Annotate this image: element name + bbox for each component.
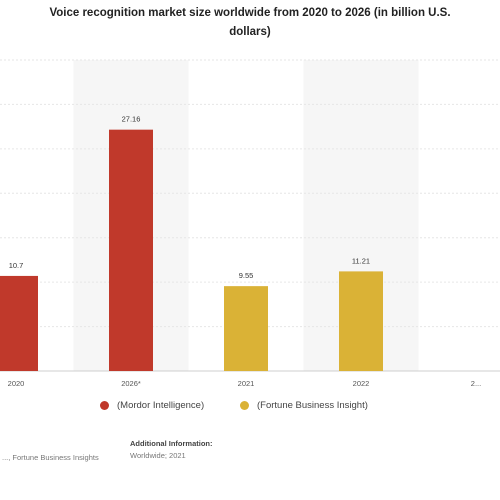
legend-label-fortune: (Fortune Business Insight) xyxy=(257,400,368,411)
chart-title-line-1: Voice recognition market size worldwide … xyxy=(49,7,451,19)
legend: (Mordor Intelligence) (Fortune Business … xyxy=(100,398,420,418)
bar-value-label: 9.55 xyxy=(239,271,254,280)
bar xyxy=(224,286,268,371)
chart-title-line-2: dollars) xyxy=(229,26,271,38)
bar xyxy=(0,275,38,371)
bar-value-label: 27.16 xyxy=(122,115,141,124)
legend-marker-red xyxy=(100,401,109,410)
bar xyxy=(109,129,153,371)
value-labels: 10.7 27.16 9.55 11.21 xyxy=(9,115,370,280)
additional-info-value: Worldwide; 2021 xyxy=(130,451,186,460)
bar xyxy=(339,271,383,371)
source-text: ..., Fortune Business Insights xyxy=(2,453,99,462)
legend-item-fortune[interactable]: (Fortune Business Insight) xyxy=(240,400,368,411)
bar-value-label: 11.21 xyxy=(352,256,370,265)
chart-title: Voice recognition market size worldwide … xyxy=(0,4,500,42)
bars xyxy=(0,129,383,371)
x-tick-label: 2021 xyxy=(238,379,255,388)
x-tick-label: 2020 xyxy=(8,379,25,388)
x-tick-labels: 2020 2026* 2021 2022 2... xyxy=(8,379,482,388)
bar-value-label: 10.7 xyxy=(9,261,24,270)
legend-marker-yellow xyxy=(240,401,249,410)
x-tick-label: 2022 xyxy=(353,379,370,388)
x-tick-label: 2026* xyxy=(121,379,141,388)
additional-info-label: Additional Information: xyxy=(130,439,213,448)
legend-item-mordor[interactable]: (Mordor Intelligence) xyxy=(100,400,204,411)
legend-label-mordor: (Mordor Intelligence) xyxy=(117,400,205,411)
x-tick-label: 2... xyxy=(471,379,481,388)
